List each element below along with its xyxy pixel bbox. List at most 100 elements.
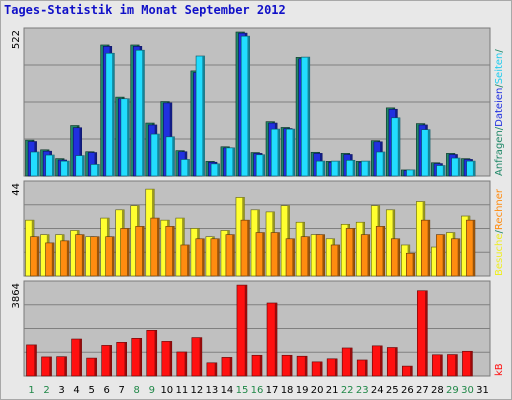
bar-seiten-day-11 <box>180 159 190 177</box>
bar-rechner-day-13 <box>210 238 220 277</box>
side-legend-middle: Besuche/Rechner <box>494 188 505 276</box>
side-legend-entry: / <box>494 49 505 53</box>
bar-kb-day-13 <box>206 362 218 377</box>
bar-rechner-day-18 <box>285 238 295 277</box>
bar-seiten-day-29 <box>451 157 461 177</box>
bar-kb-day-6 <box>101 345 112 377</box>
bar-kb-day-15 <box>236 284 248 377</box>
bar-kb-day-26 <box>402 365 413 377</box>
bar-kb-day-1 <box>26 344 37 377</box>
side-legend-entry: Dateien <box>494 88 505 127</box>
bar-rechner-day-4 <box>75 234 85 277</box>
bar-rechner-day-17 <box>270 232 280 277</box>
x-tick-label-day-6: 6 <box>103 385 109 396</box>
bar-seiten-day-28 <box>436 165 446 177</box>
bar-kb-day-8 <box>131 338 143 377</box>
bar-seiten-day-24 <box>376 151 386 177</box>
side-legend-bottom: kB <box>494 363 505 376</box>
x-tick-label-day-2: 2 <box>43 385 49 396</box>
x-tick-label-day-18: 18 <box>281 385 294 396</box>
bar-seiten-day-13 <box>210 163 220 177</box>
bar-seiten-day-2 <box>45 154 55 177</box>
bar-kb-day-29 <box>447 354 458 377</box>
x-tick-label-day-14: 14 <box>221 385 234 396</box>
bar-kb-day-25 <box>386 347 398 377</box>
bar-seiten-day-10 <box>165 136 175 177</box>
bar-seiten-day-26 <box>406 169 416 177</box>
bar-rechner-day-14 <box>225 234 235 277</box>
bar-seiten-day-17 <box>270 128 281 177</box>
x-tick-label-day-13: 13 <box>206 385 219 396</box>
bar-kb-day-27 <box>417 290 428 377</box>
x-tick-label-day-26: 26 <box>401 385 414 396</box>
bar-seiten-day-21 <box>331 160 341 177</box>
bar-kb-day-17 <box>266 302 278 377</box>
bar-rechner-day-19 <box>300 236 310 277</box>
bar-rechner-day-16 <box>255 232 265 277</box>
bar-seiten-day-3 <box>60 160 70 177</box>
x-tick-label-day-10: 10 <box>160 385 173 396</box>
x-tick-label-day-27: 27 <box>416 385 429 396</box>
bar-rechner-day-12 <box>195 238 205 277</box>
bar-kb-day-24 <box>371 345 383 377</box>
bar-kb-day-9 <box>146 330 158 377</box>
bar-kb-day-11 <box>176 351 188 377</box>
side-legend-top: Anfragen/Dateien/Seiten/ <box>494 49 505 176</box>
bar-kb-day-7 <box>116 342 127 377</box>
bar-rechner-day-3 <box>60 240 70 277</box>
bar-seiten-day-15 <box>240 35 250 177</box>
side-legend-entry: kB <box>494 363 505 376</box>
bar-seiten-day-6 <box>105 52 115 177</box>
x-tick-label-day-1: 1 <box>28 385 34 396</box>
bar-rechner-day-10 <box>165 226 175 277</box>
x-tick-label-day-19: 19 <box>296 385 309 396</box>
bar-kb-day-28 <box>432 354 443 377</box>
bar-seiten-day-4 <box>75 155 85 177</box>
bar-rechner-day-7 <box>120 228 130 277</box>
x-tick-label-day-31: 31 <box>476 385 489 396</box>
bar-rechner-day-15 <box>240 219 250 277</box>
bar-rechner-day-23 <box>360 234 371 277</box>
bar-seiten-day-18 <box>285 128 296 177</box>
x-tick-label-day-28: 28 <box>431 385 444 396</box>
bar-seiten-day-27 <box>421 129 431 177</box>
bar-seiten-day-25 <box>391 117 401 177</box>
side-legend-entry: / <box>494 84 505 88</box>
bar-seiten-day-8 <box>135 49 145 177</box>
bar-kb-day-10 <box>161 341 173 377</box>
bar-kb-day-20 <box>311 361 323 377</box>
bar-rechner-day-25 <box>390 238 401 277</box>
x-tick-label-day-22: 22 <box>341 385 354 396</box>
side-legend-entry: Besuche <box>494 233 505 276</box>
bar-rechner-day-8 <box>135 226 145 277</box>
bar-kb-day-5 <box>86 357 97 377</box>
side-legend-entry: Seiten <box>494 53 505 85</box>
bar-seiten-day-16 <box>255 154 265 177</box>
bar-rechner-day-11 <box>180 244 190 277</box>
y-axis-max-label-bottom: 3864 <box>11 283 22 308</box>
bar-rechner-day-26 <box>406 252 416 277</box>
bar-seiten-day-20 <box>316 160 326 177</box>
bar-rechner-day-29 <box>451 238 461 277</box>
x-tick-label-day-21: 21 <box>326 385 339 396</box>
x-tick-label-day-11: 11 <box>175 385 188 396</box>
bar-rechner-day-21 <box>330 244 340 277</box>
bar-seiten-day-14 <box>225 147 235 177</box>
bar-kb-day-12 <box>191 337 203 377</box>
bar-seiten-day-22 <box>346 159 356 177</box>
bar-kb-day-18 <box>281 354 293 377</box>
y-axis-max-label-middle: 44 <box>11 183 22 196</box>
x-tick-label-day-4: 4 <box>73 385 79 396</box>
bar-seiten-day-7 <box>120 98 130 177</box>
bar-rechner-day-5 <box>90 236 100 277</box>
x-tick-label-day-30: 30 <box>461 385 474 396</box>
x-tick-label-day-5: 5 <box>88 385 94 396</box>
bar-rechner-day-20 <box>315 234 325 277</box>
bar-kb-day-30 <box>462 350 473 377</box>
x-tick-label-day-17: 17 <box>266 385 279 396</box>
x-tick-label-day-24: 24 <box>371 385 384 396</box>
bar-seiten-day-9 <box>150 133 160 177</box>
side-legend-entry: / <box>494 229 505 233</box>
bar-rechner-day-22 <box>345 228 355 277</box>
x-tick-label-day-25: 25 <box>386 385 399 396</box>
